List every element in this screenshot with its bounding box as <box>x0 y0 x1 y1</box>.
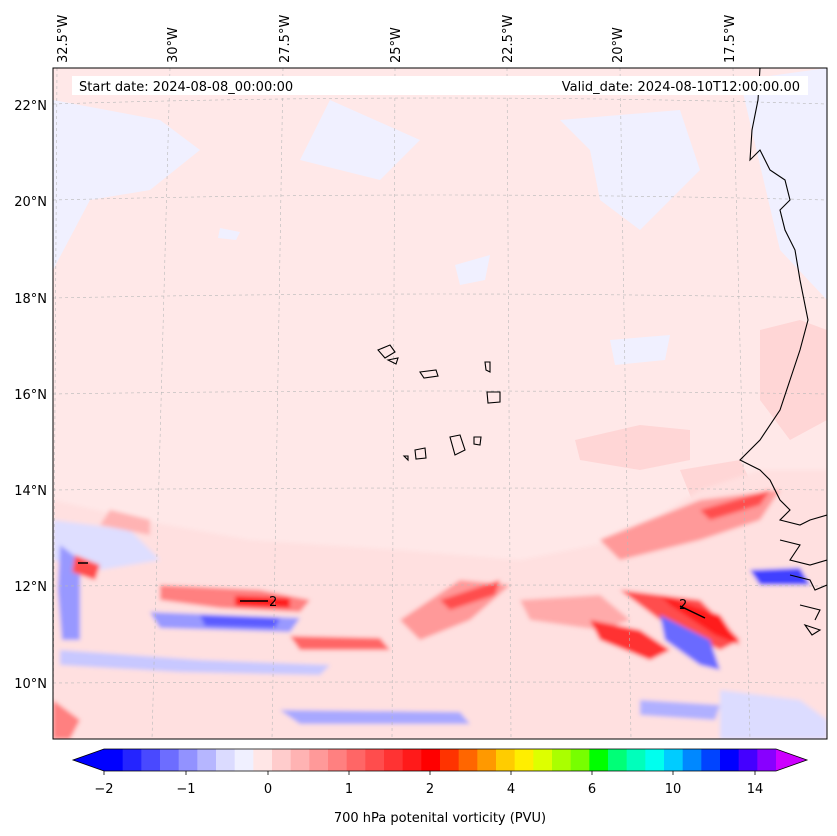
colorbar-tick-label: 1 <box>345 782 353 797</box>
colorbar-segment <box>178 749 198 771</box>
colorbar-tick-label: 6 <box>588 782 596 797</box>
colorbar-segment <box>104 749 124 771</box>
colorbar-segment <box>253 749 273 771</box>
date-banner <box>72 76 808 95</box>
lat-label-18n: 18°N <box>14 292 47 307</box>
lon-label-25w: 25°W <box>389 27 404 63</box>
colorbar-segment <box>626 749 646 771</box>
colorbar-segment <box>570 749 590 771</box>
colorbar-segment <box>514 749 534 771</box>
colorbar-segment <box>402 749 422 771</box>
colorbar-segment <box>234 749 254 771</box>
colorbar-title: 700 hPa potenital vorticity (PVU) <box>334 811 546 826</box>
contour-lines: 2 2 <box>78 562 706 619</box>
contour-label-west: 2 <box>269 595 277 610</box>
gridlines <box>53 68 827 739</box>
colorbar-under-arrow <box>73 749 104 771</box>
colorbar-tick-label: −1 <box>176 782 195 797</box>
lat-label-20n: 20°N <box>14 195 47 210</box>
colorbar: −2 −1 0 1 2 4 6 10 14 700 hPa potenital vorticit… <box>71 748 809 826</box>
southern-bands <box>53 470 827 739</box>
colorbar-tick-label: 4 <box>507 782 515 797</box>
colorbar-tick-label: −2 <box>94 782 113 797</box>
colorbar-segment <box>272 749 292 771</box>
colorbar-tick-label: 10 <box>665 782 682 797</box>
colorbar-segment <box>440 749 460 771</box>
colorbar-segment <box>701 749 721 771</box>
colorbar-segment <box>757 749 777 771</box>
longitude-labels: 32.5°W 30°W 27.5°W 25°W 22.5°W 20°W 17.5… <box>56 15 738 63</box>
colorbar-segment <box>365 749 385 771</box>
lat-label-10n: 10°N <box>14 677 47 692</box>
lon-label-22-5w: 22.5°W <box>501 15 516 63</box>
colorbar-segment <box>682 749 702 771</box>
colorbar-segment <box>421 749 441 771</box>
colorbar-segment <box>589 749 609 771</box>
colorbar-segment <box>533 749 553 771</box>
colorbar-segment <box>384 749 404 771</box>
lat-label-12n: 12°N <box>14 580 47 595</box>
lon-label-30w: 30°W <box>166 27 181 63</box>
colorbar-segment <box>664 749 684 771</box>
colorbar-segment <box>720 749 740 771</box>
pv-field <box>53 68 827 739</box>
colorbar-segment <box>122 749 142 771</box>
colorbar-segment <box>328 749 348 771</box>
colorbar-segment <box>309 749 329 771</box>
lat-label-16n: 16°N <box>14 388 47 403</box>
lon-label-32-5w: 32.5°W <box>56 15 71 63</box>
colorbar-segment <box>141 749 161 771</box>
colorbar-tick-label: 0 <box>264 782 272 797</box>
colorbar-segment <box>197 749 217 771</box>
colorbar-segment <box>608 749 628 771</box>
colorbar-segment <box>496 749 516 771</box>
colorbar-segment <box>645 749 665 771</box>
map-frame <box>52 67 828 740</box>
colorbar-ticks: −2 −1 0 1 2 4 6 10 14 <box>94 771 763 797</box>
coastline <box>377 68 827 636</box>
valid-date: Valid_date: 2024-08-10T12:00:00.00 <box>562 80 800 95</box>
start-date: Start date: 2024-08-08_00:00:00 <box>79 80 293 95</box>
colorbar-segment <box>477 749 497 771</box>
colorbar-tick-label: 2 <box>426 782 434 797</box>
lat-label-14n: 14°N <box>14 484 47 499</box>
colorbar-over-arrow <box>776 749 807 771</box>
contour-label-east: 2 <box>679 598 687 613</box>
latitude-labels: 22°N 20°N 18°N 16°N 14°N 12°N 10°N <box>14 99 47 692</box>
colorbar-segment <box>738 749 758 771</box>
lon-label-27-5w: 27.5°W <box>278 15 293 63</box>
colorbar-segment <box>458 749 478 771</box>
lon-label-20w: 20°W <box>611 27 626 63</box>
colorbar-segment <box>160 749 180 771</box>
colorbar-segment <box>346 749 366 771</box>
colorbar-segment <box>290 749 310 771</box>
colorbar-segments <box>104 749 777 771</box>
lon-label-17-5w: 17.5°W <box>723 15 738 63</box>
colorbar-segment <box>552 749 572 771</box>
lat-label-22n: 22°N <box>14 99 47 114</box>
colorbar-segment <box>216 749 236 771</box>
colorbar-tick-label: 14 <box>747 782 764 797</box>
